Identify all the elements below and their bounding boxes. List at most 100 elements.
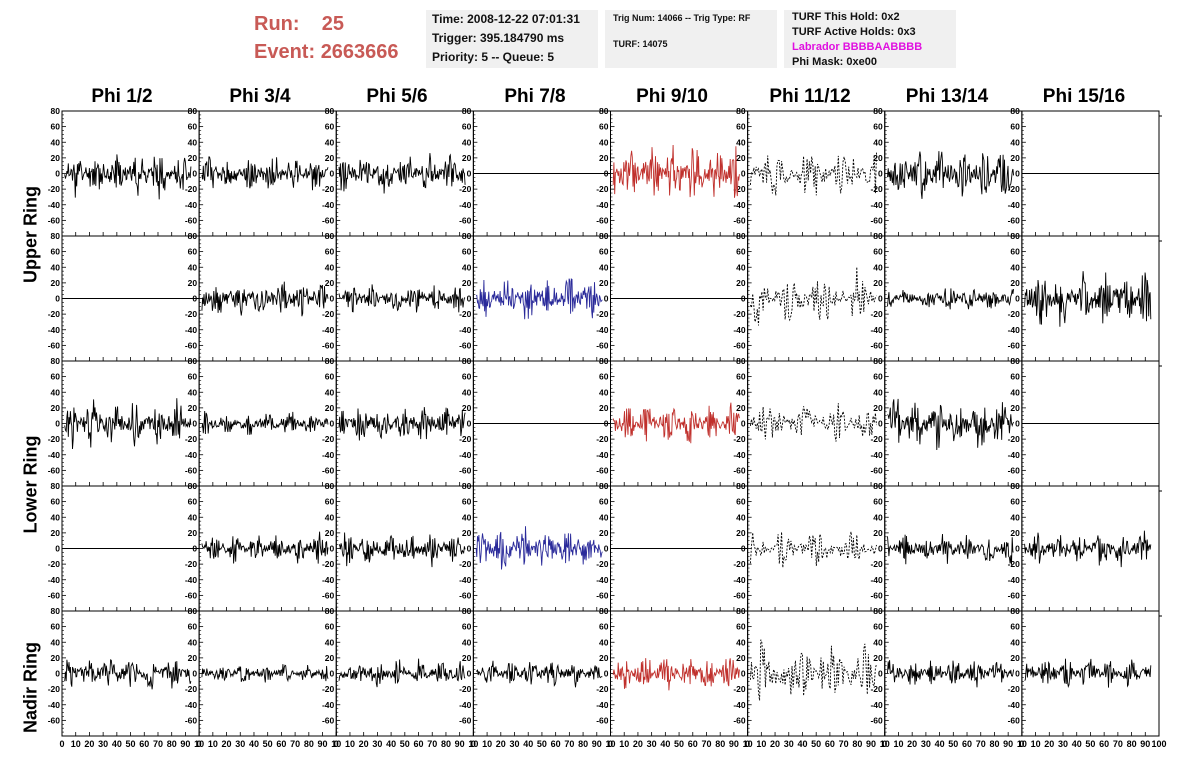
event-label: Event: xyxy=(254,41,316,63)
y-tick-label: 20 xyxy=(51,653,61,663)
run-label: Run: xyxy=(254,13,300,35)
y-tick-label: -60 xyxy=(596,715,609,725)
col-title-phi-1-2: Phi 1/2 xyxy=(91,86,153,107)
y-tick-label: -40 xyxy=(48,450,61,460)
y-tick-label: -60 xyxy=(322,465,335,475)
y-tick-label: 20 xyxy=(1010,153,1020,163)
y-tick-label: -60 xyxy=(322,340,335,350)
y-tick-label: 0 xyxy=(330,419,335,429)
y-tick-label: 60 xyxy=(736,372,746,382)
turf-active-holds-text: TURF Active Holds: 0x3 xyxy=(792,26,916,38)
y-tick-label: 40 xyxy=(873,387,883,397)
x-tick-label: 60 xyxy=(688,739,698,749)
y-tick-label: -60 xyxy=(48,340,61,350)
y-tick-label: -20 xyxy=(322,184,335,194)
y-tick-label: 80 xyxy=(188,231,198,241)
y-tick-label: -20 xyxy=(596,684,609,694)
col-title-phi-15-16: Phi 15/16 xyxy=(1042,86,1126,107)
y-tick-label: 0 xyxy=(467,419,472,429)
y-tick-label: 80 xyxy=(51,356,61,366)
y-tick-label: 40 xyxy=(736,512,746,522)
y-tick-label: 80 xyxy=(873,356,883,366)
y-tick-label: 0 xyxy=(55,669,60,679)
x-tick-label: 90 xyxy=(866,739,876,749)
trigger-text: Trigger: 395.184790 ms xyxy=(432,31,565,45)
x-tick-label: 90 xyxy=(180,739,190,749)
y-tick-label: -20 xyxy=(185,434,198,444)
y-tick-label: -20 xyxy=(1008,684,1021,694)
y-tick-label: -40 xyxy=(870,325,883,335)
y-tick-label: -40 xyxy=(1008,450,1021,460)
y-tick-label: 20 xyxy=(51,528,61,538)
y-tick-label: 80 xyxy=(188,606,198,616)
y-tick-label: 60 xyxy=(462,497,472,507)
x-tick-label: 70 xyxy=(1113,739,1123,749)
y-tick-label: -20 xyxy=(322,434,335,444)
x-tick-label: 10 xyxy=(880,739,890,749)
y-tick-label: -40 xyxy=(1008,200,1021,210)
y-tick-label: 20 xyxy=(736,403,746,413)
y-tick-label: -40 xyxy=(870,200,883,210)
y-tick-label: 0 xyxy=(604,544,609,554)
y-tick-label: -20 xyxy=(322,559,335,569)
y-tick-label: -20 xyxy=(322,309,335,319)
y-tick-label: 40 xyxy=(1010,262,1020,272)
y-tick-label: 0 xyxy=(55,169,60,179)
y-tick-label: 60 xyxy=(51,122,61,132)
x-tick-label: 10 xyxy=(71,739,81,749)
y-tick-label: 80 xyxy=(188,481,198,491)
y-tick-label: -40 xyxy=(1008,575,1021,585)
x-tick-label: 10 xyxy=(194,739,204,749)
y-tick-label: 20 xyxy=(736,653,746,663)
y-tick-label: -20 xyxy=(48,184,61,194)
y-tick-label: 0 xyxy=(330,294,335,304)
y-tick-label: -40 xyxy=(459,325,472,335)
y-tick-label: 80 xyxy=(325,606,335,616)
x-tick-label: 50 xyxy=(948,739,958,749)
y-tick-label: 40 xyxy=(325,512,335,522)
y-tick-label: 80 xyxy=(462,106,472,116)
x-tick-label: 0 xyxy=(471,739,476,749)
y-tick-label: -20 xyxy=(1008,434,1021,444)
y-tick-label: -60 xyxy=(596,215,609,225)
y-tick-label: -20 xyxy=(185,559,198,569)
x-tick-label: 10 xyxy=(756,739,766,749)
run-value: 25 xyxy=(321,13,345,35)
x-tick-label: 100 xyxy=(1151,739,1166,749)
waveform-trace xyxy=(338,153,466,194)
y-tick-label: 0 xyxy=(330,669,335,679)
y-tick-label: -40 xyxy=(596,450,609,460)
y-tick-label: 20 xyxy=(599,153,609,163)
y-tick-label: 40 xyxy=(599,512,609,522)
y-tick-label: -40 xyxy=(322,450,335,460)
y-tick-label: 80 xyxy=(736,356,746,366)
y-tick-label: 60 xyxy=(873,497,883,507)
waveform-trace xyxy=(201,281,329,317)
y-tick-label: 60 xyxy=(188,622,198,632)
y-tick-label: -20 xyxy=(459,559,472,569)
y-tick-label: 0 xyxy=(467,669,472,679)
y-tick-label: 0 xyxy=(55,544,60,554)
y-tick-label: 40 xyxy=(325,637,335,647)
y-tick-label: -40 xyxy=(185,200,198,210)
y-tick-label: 40 xyxy=(462,637,472,647)
y-tick-label: 0 xyxy=(467,169,472,179)
y-tick-label: 60 xyxy=(462,622,472,632)
waveform-trace xyxy=(475,660,603,688)
y-tick-label: -20 xyxy=(1008,309,1021,319)
y-tick-label: 20 xyxy=(736,278,746,288)
y-tick-label: 60 xyxy=(51,247,61,257)
x-tick-label: 80 xyxy=(989,739,999,749)
y-tick-label: 60 xyxy=(873,122,883,132)
y-tick-label: 60 xyxy=(51,372,61,382)
y-tick-label: 40 xyxy=(873,637,883,647)
y-tick-label: -20 xyxy=(733,309,746,319)
x-tick-label: 10 xyxy=(468,739,478,749)
y-tick-label: 20 xyxy=(188,403,198,413)
panel-frame xyxy=(884,110,1023,237)
x-tick-label: 30 xyxy=(784,739,794,749)
x-tick-label: 60 xyxy=(139,739,149,749)
y-tick-label: 0 xyxy=(1015,169,1020,179)
y-tick-label: -20 xyxy=(459,684,472,694)
x-tick-label: 30 xyxy=(372,739,382,749)
